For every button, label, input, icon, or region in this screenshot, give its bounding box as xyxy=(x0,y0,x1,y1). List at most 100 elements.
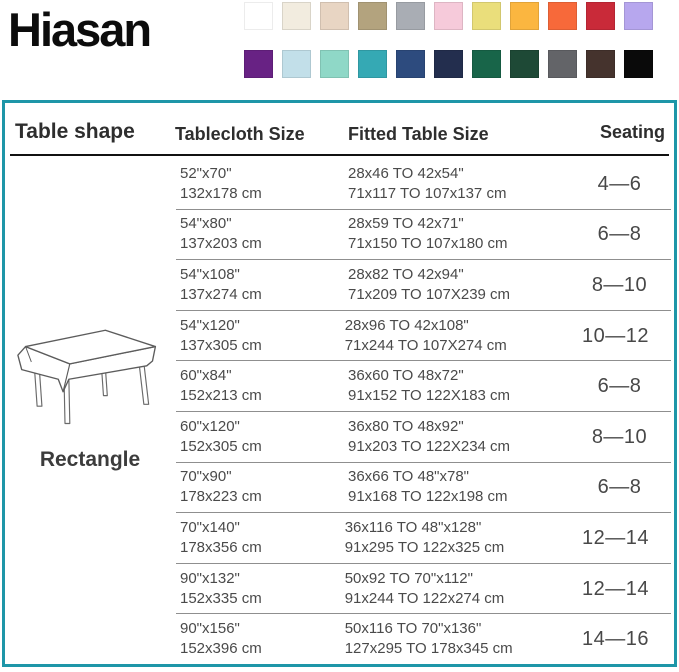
color-swatch-orange xyxy=(548,2,577,30)
tablecloth-size-cell-line: 152x335 cm xyxy=(180,589,262,607)
fitted-table-size-cell-line: 28x82 TO 42x94" xyxy=(348,265,464,283)
fitted-table-size-cell-line: 71x209 TO 107X239 cm xyxy=(348,285,511,303)
tablecloth-size-cell-line: 152x305 cm xyxy=(180,437,262,455)
fitted-table-size-cell-line: 91x168 TO 122x198 cm xyxy=(348,488,508,506)
color-swatch-aqua xyxy=(320,50,349,78)
tablecloth-size-cell: 54"x108" 137x274 cm xyxy=(176,265,348,305)
seating-cell-line: 8—10 xyxy=(591,425,648,448)
fitted-table-size-cell: 28x82 TO 42x94" 71x209 TO 107X239 cm xyxy=(348,265,590,305)
fitted-table-size-cell-line: 91x244 TO 122x274 cm xyxy=(344,589,505,607)
fitted-table-size-cell-line: 50x116 TO 70"x136" xyxy=(344,620,482,638)
fitted-table-size-cell: 36x60 TO 48x72" 91x152 TO 122X183 cm xyxy=(348,366,590,406)
fitted-table-size-cell-line: 91x152 TO 122X183 cm xyxy=(348,387,511,405)
color-swatch-gold xyxy=(510,2,539,30)
tablecloth-size-cell-line: 54"x108" xyxy=(180,265,240,283)
fitted-table-size-cell: 28x46 TO 42x54" 71x117 TO 107x137 cm xyxy=(348,164,590,204)
fitted-table-size-cell-line: 91x203 TO 122X234 cm xyxy=(348,437,511,455)
fitted-table-size-cell-line: 50x92 TO 70"x112" xyxy=(344,569,473,587)
size-table-row: 70"x140" 178x356 cm 36x116 TO 48"x128" 91x2… xyxy=(176,513,671,564)
fitted-table-size-cell: 28x96 TO 42x108" 71x244 TO 107X274 cm xyxy=(345,316,582,356)
shape-label: Rectangle xyxy=(39,448,141,471)
fitted-table-size-cell: 36x80 TO 48x92" 91x203 TO 122X234 cm xyxy=(348,417,590,457)
seating-cell-line: 6—8 xyxy=(597,223,642,246)
table-shape-column: Rectangle xyxy=(5,159,175,664)
fitted-table-size-cell-line: 71x117 TO 107x137 cm xyxy=(348,184,507,202)
fitted-table-size-cell-line: 36x60 TO 48x72" xyxy=(348,367,464,385)
seating-cell-line: 4—6 xyxy=(597,172,642,195)
size-table-row: 54"x80" 137x203 cm 28x59 TO 42x71" 71x150 T… xyxy=(176,210,671,261)
size-table-row: 70"x90" 178x223 cm 36x66 TO 48"x78" 91x168 … xyxy=(176,463,671,514)
color-swatch-teal xyxy=(358,50,387,78)
tablecloth-size-cell-line: 132x178 cm xyxy=(180,184,262,202)
header-table-shape: Table shape xyxy=(15,120,135,143)
color-swatch-dark-green xyxy=(510,50,539,78)
color-swatch-grid xyxy=(244,2,672,78)
tablecloth-size-cell-line: 152x396 cm xyxy=(180,640,262,658)
tablecloth-size-cell: 54"x80" 137x203 cm xyxy=(176,214,348,254)
color-swatch-red xyxy=(586,2,615,30)
header-fitted-table-size: Fitted Table Size xyxy=(348,124,489,144)
color-swatch-khaki xyxy=(358,2,387,30)
fitted-table-size-cell: 50x116 TO 70"x136" 127x295 TO 178x345 cm xyxy=(345,619,582,659)
size-chart-table: Table shape Tablecloth Size Fitted Table… xyxy=(2,100,677,667)
seating-cell: 6—8 xyxy=(590,224,671,244)
tablecloth-size-cell-line: 54"x120" xyxy=(180,316,240,334)
fitted-table-size-cell: 50x92 TO 70"x112" 91x244 TO 122x274 cm xyxy=(345,569,582,609)
fitted-table-size-cell: 36x116 TO 48"x128" 91x295 TO 122x325 cm xyxy=(345,518,582,558)
tablecloth-size-cell: 54"x120" 137x305 cm xyxy=(176,316,345,356)
size-table-row: 52"x70" 132x178 cm 28x46 TO 42x54" 71x117 T… xyxy=(176,159,671,210)
fitted-table-size-cell-line: 36x66 TO 48"x78" xyxy=(348,468,470,486)
tablecloth-size-cell-line: 70"x90" xyxy=(180,468,232,486)
tablecloth-size-cell-line: 54"x80" xyxy=(180,215,232,233)
seating-cell-line: 12—14 xyxy=(582,526,649,549)
fitted-table-size-cell-line: 28x46 TO 42x54" xyxy=(348,164,464,182)
header-seating: Seating xyxy=(599,122,665,142)
color-swatch-beige xyxy=(320,2,349,30)
color-swatch-lavender xyxy=(624,2,653,30)
tablecloth-size-cell: 70"x140" 178x356 cm xyxy=(176,518,345,558)
swatch-row-top xyxy=(244,2,672,30)
seating-cell-line: 14—16 xyxy=(582,628,649,651)
seating-cell: 6—8 xyxy=(590,477,671,497)
color-swatch-dark-grey xyxy=(548,50,577,78)
tablecloth-size-cell-line: 178x356 cm xyxy=(180,538,262,556)
tablecloth-size-cell-line: 60"x84" xyxy=(180,367,232,385)
color-swatch-black xyxy=(624,50,653,78)
seating-cell-line: 6—8 xyxy=(597,476,642,499)
color-swatch-brown xyxy=(586,50,615,78)
fitted-table-size-cell-line: 71x150 TO 107x180 cm xyxy=(348,235,508,253)
seating-cell: 8—10 xyxy=(590,427,671,447)
seating-cell-line: 8—10 xyxy=(591,273,648,296)
size-table-row: 60"x120" 152x305 cm 36x80 TO 48x92" 91x203 … xyxy=(176,412,671,463)
size-table-row: 60"x84" 152x213 cm 36x60 TO 48x72" 91x152 T… xyxy=(176,361,671,412)
seating-cell: 4—6 xyxy=(590,174,671,194)
tablecloth-size-cell-line: 90"x156" xyxy=(180,620,240,638)
seating-cell-line: 12—14 xyxy=(582,577,649,600)
tablecloth-size-cell-line: 52"x70" xyxy=(180,164,232,182)
swatch-row-bottom xyxy=(244,50,672,78)
color-swatch-silver-grey xyxy=(396,2,425,30)
color-swatch-white xyxy=(244,2,273,30)
header-tablecloth-size: Tablecloth Size xyxy=(175,124,305,144)
seating-cell-line: 6—8 xyxy=(597,375,642,398)
fitted-table-size-cell-line: 36x80 TO 48x92" xyxy=(348,417,464,435)
size-table-row: 54"x108" 137x274 cm 28x82 TO 42x94" 71x209 … xyxy=(176,260,671,311)
tablecloth-size-cell: 90"x156" 152x396 cm xyxy=(176,619,345,659)
size-table-row: 90"x156" 152x396 cm 50x116 TO 70"x136" 127x… xyxy=(176,614,671,664)
rectangle-table-illustration xyxy=(17,329,157,425)
color-swatch-yellow xyxy=(472,2,501,30)
tablecloth-size-cell-line: 137x274 cm xyxy=(180,285,262,303)
color-swatch-purple xyxy=(244,50,273,78)
tablecloth-size-cell-line: 137x305 cm xyxy=(180,336,262,354)
color-swatch-blue xyxy=(396,50,425,78)
brand-logo: Hiasan xyxy=(8,3,152,56)
tablecloth-size-cell-line: 178x223 cm xyxy=(180,488,262,506)
color-swatch-light-blue xyxy=(282,50,311,78)
tablecloth-size-cell: 60"x120" 152x305 cm xyxy=(176,417,348,457)
size-table-row: 90"x132" 152x335 cm 50x92 TO 70"x112" 91x24… xyxy=(176,564,671,615)
color-swatch-pink xyxy=(434,2,463,30)
fitted-table-size-cell-line: 36x116 TO 48"x128" xyxy=(344,518,482,536)
tablecloth-size-cell: 52"x70" 132x178 cm xyxy=(176,164,348,204)
color-swatch-navy xyxy=(434,50,463,78)
